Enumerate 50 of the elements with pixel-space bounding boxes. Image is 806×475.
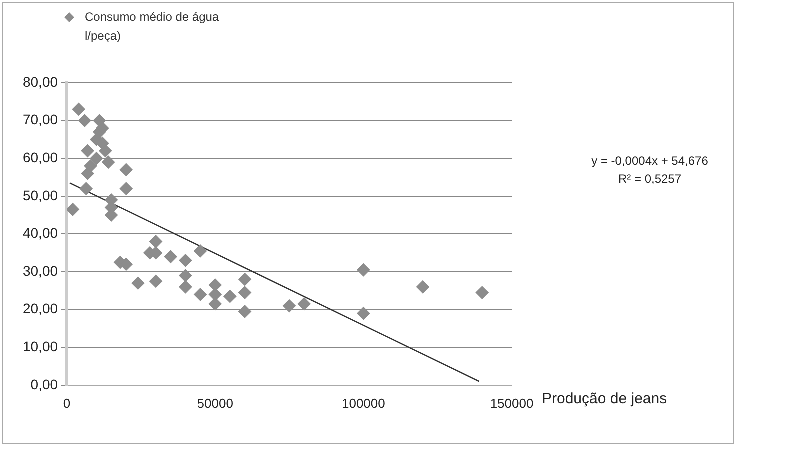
point [224, 290, 237, 304]
legend-label: Consumo médio de água l/peça) [85, 9, 220, 45]
x-tick-label: 50000 [197, 396, 234, 411]
x-tick-label: 150000 [490, 396, 534, 411]
point [283, 300, 296, 313]
point [298, 298, 311, 311]
point [357, 307, 370, 320]
point [84, 160, 98, 173]
y-tick-label: 70,00 [22, 112, 58, 128]
point [120, 182, 133, 196]
point [120, 163, 133, 176]
point [238, 305, 252, 318]
y-tick-label: 10,00 [22, 338, 58, 354]
point [179, 254, 192, 268]
point [208, 288, 222, 302]
point [67, 203, 80, 216]
point [164, 250, 178, 264]
point [179, 280, 192, 294]
point [194, 244, 208, 258]
y-tick-label: 30,00 [22, 262, 58, 279]
y-tick-label: 20,00 [22, 300, 58, 317]
point [208, 298, 222, 311]
y-tick-label: 40,00 [22, 225, 58, 242]
x-tick-label: 100000 [342, 396, 386, 411]
point [72, 102, 86, 116]
point [150, 235, 163, 248]
point [90, 152, 104, 166]
point [416, 280, 430, 294]
y-tick-label: 50,00 [22, 187, 58, 204]
x-axis-title: Produção de jeans [542, 390, 668, 408]
point [238, 273, 252, 286]
point [102, 156, 116, 169]
text: R² = 0,5257 [618, 172, 682, 186]
y-tick-label: 80,00 [22, 74, 58, 90]
point [179, 269, 192, 282]
point [357, 264, 370, 277]
point [194, 288, 208, 302]
point [80, 182, 93, 196]
point [81, 144, 94, 158]
point [476, 286, 489, 300]
point [78, 114, 92, 128]
point [150, 274, 163, 288]
x-tick-label: 0 [63, 396, 71, 411]
y-tick-label: 60,00 [22, 149, 58, 166]
point [132, 276, 145, 290]
text: y = -0,0004x + 54,676 [592, 154, 709, 168]
point [238, 286, 252, 300]
y-tick-label: 0,00 [30, 376, 58, 392]
point [99, 144, 112, 158]
point [208, 278, 222, 292]
